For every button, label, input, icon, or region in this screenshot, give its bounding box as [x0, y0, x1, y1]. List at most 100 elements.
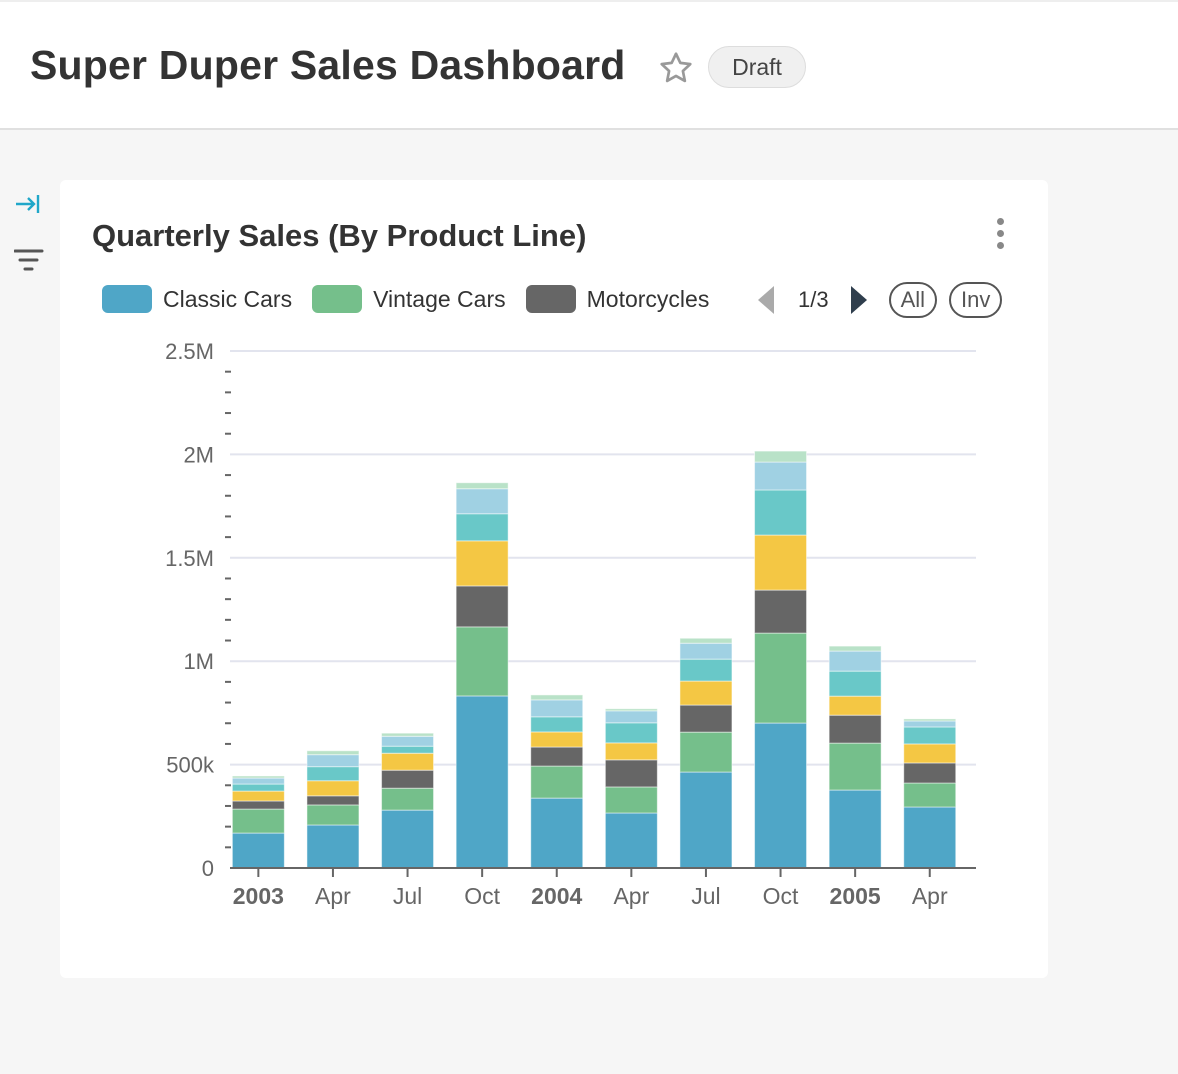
y-tick-label: 1M	[183, 649, 214, 674]
bar-segment	[828, 650, 882, 672]
bar-segment	[381, 809, 435, 869]
bar-segment	[306, 780, 360, 797]
x-tick-label: 2005	[830, 883, 881, 909]
bar-segment	[306, 804, 360, 826]
bar-segment	[381, 752, 435, 771]
dashboard-title[interactable]: Super Duper Sales Dashboard	[30, 42, 626, 88]
bar-segment	[231, 783, 285, 792]
bar-segment	[754, 589, 808, 634]
bar-segment	[231, 800, 285, 810]
y-tick-label: 1.5M	[165, 546, 214, 571]
star-icon[interactable]	[658, 50, 694, 86]
bar-segment	[828, 714, 882, 744]
legend-swatch	[525, 285, 576, 313]
bar-segment	[381, 769, 435, 789]
bar-segment	[679, 680, 733, 706]
bar-segment	[903, 743, 957, 764]
expand-panel-icon[interactable]	[14, 192, 42, 216]
bar-segment	[231, 775, 285, 779]
bar-segment	[754, 489, 808, 536]
bar-segment	[604, 759, 658, 788]
legend-item-vintage-cars[interactable]: Vintage Cars	[312, 285, 506, 313]
bar-segment	[604, 708, 658, 712]
bar-segment	[903, 762, 957, 784]
x-tick-label: Apr	[613, 883, 649, 909]
bar-segment	[903, 806, 957, 869]
bar-segment	[828, 645, 882, 652]
bar-segment	[754, 461, 808, 491]
legend-swatch	[312, 285, 363, 313]
bar-segment	[530, 746, 584, 767]
bar-segment	[530, 797, 584, 869]
bar-segment	[455, 540, 509, 587]
chart-legend: Classic Cars Vintage Cars Motorcycles	[102, 284, 729, 314]
legend-inverse-button[interactable]: Inv	[949, 282, 1003, 318]
status-badge: Draft	[708, 46, 806, 88]
y-tick-label: 0	[202, 856, 214, 881]
bar-segment	[455, 482, 509, 490]
bar-segment	[604, 786, 658, 814]
next-page-icon[interactable]	[847, 285, 869, 315]
bar-segment	[679, 771, 733, 869]
x-tick-label: Oct	[464, 883, 500, 909]
legend-item-classic-cars[interactable]: Classic Cars	[102, 285, 292, 313]
bar-segment	[828, 695, 882, 716]
x-tick-label: 2003	[233, 883, 284, 909]
bar-segment	[679, 658, 733, 682]
bar-segment	[903, 718, 957, 722]
legend-select-all-button[interactable]: All	[888, 282, 938, 318]
x-tick-label: Apr	[315, 883, 351, 909]
bar-segment	[530, 731, 584, 748]
y-tick-label: 2M	[183, 442, 214, 467]
bar-segment	[455, 513, 509, 542]
bar-segment	[381, 745, 435, 754]
bar-segment	[530, 699, 584, 718]
bar-segment	[306, 824, 360, 869]
bar-segment	[530, 694, 584, 701]
legend-item-motorcycles[interactable]: Motorcycles	[525, 285, 710, 313]
x-tick-label: 2004	[531, 883, 582, 909]
bar-segment	[306, 754, 360, 768]
bar-segment	[604, 812, 658, 869]
x-tick-label: Jul	[691, 883, 720, 909]
bar-segment	[679, 731, 733, 773]
more-options-icon[interactable]	[992, 218, 1008, 254]
bar-segment	[455, 488, 509, 515]
bar-segment	[679, 704, 733, 733]
bar-segment	[604, 722, 658, 744]
legend-page-indicator: 1/3	[798, 287, 829, 312]
x-tick-label: Apr	[912, 883, 948, 909]
bar-segment	[828, 789, 882, 869]
bar-segment	[679, 637, 733, 644]
bar-segment	[455, 695, 509, 869]
legend-label: Classic Cars	[163, 285, 293, 312]
bar-segment	[455, 585, 509, 628]
prev-page-icon[interactable]	[756, 285, 778, 315]
bar-segment	[306, 750, 360, 756]
bar-segment	[604, 742, 658, 761]
bar-segment	[754, 450, 808, 463]
bar-segment	[306, 766, 360, 782]
bar-segment	[231, 808, 285, 834]
bar-segment	[828, 742, 882, 791]
bar-segment	[530, 716, 584, 733]
bar-segment	[530, 765, 584, 799]
x-tick-label: Oct	[763, 883, 799, 909]
bar-segment	[604, 710, 658, 724]
bar-segment	[903, 782, 957, 808]
bar-segment	[381, 732, 435, 737]
bar-segment	[679, 642, 733, 660]
bar-segment	[754, 632, 808, 724]
y-tick-label: 2.5M	[165, 339, 214, 364]
bar-segment	[455, 626, 509, 697]
legend-label: Vintage Cars	[373, 285, 506, 312]
bar-segment	[381, 787, 435, 811]
bar-segment	[903, 726, 957, 745]
legend-label: Motorcycles	[586, 285, 710, 312]
filter-icon[interactable]	[14, 248, 44, 274]
bar-segment	[828, 670, 882, 697]
bar-segment	[231, 777, 285, 785]
bar-segment	[754, 722, 808, 869]
dashboard-header: Super Duper Sales Dashboard Draft	[0, 0, 1178, 130]
